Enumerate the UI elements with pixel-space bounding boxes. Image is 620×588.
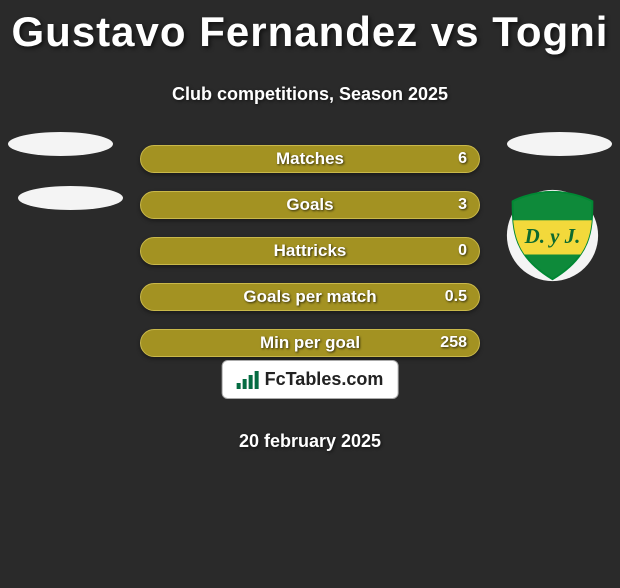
page-title: Gustavo Fernandez vs Togni [0,8,620,56]
stat-row: Goals per match 0.5 [140,283,480,311]
stat-label: Goals per match [141,287,479,307]
player-left-club-placeholder [18,186,123,210]
stat-row: Min per goal 258 [140,329,480,357]
player-right-photo-placeholder [507,132,612,156]
stat-row: Matches 6 [140,145,480,173]
stat-label: Hattricks [141,241,479,261]
stat-row: Hattricks 0 [140,237,480,265]
stat-right-value: 258 [440,334,467,352]
stat-right-value: 0 [458,242,467,260]
brand-badge[interactable]: FcTables.com [222,360,399,399]
stat-label: Min per goal [141,333,479,353]
stat-label: Matches [141,149,479,169]
stat-row: Goals 3 [140,191,480,219]
date-text: 20 february 2025 [0,431,620,452]
stat-right-value: 6 [458,150,467,168]
subtitle: Club competitions, Season 2025 [0,84,620,105]
stats-container: Matches 6 Goals 3 Hattricks 0 Goals per … [140,145,480,357]
club-crest-icon: D. y J. [505,188,600,283]
stat-label: Goals [141,195,479,215]
player-left-photo-placeholder [8,132,113,156]
svg-text:D. y J.: D. y J. [524,224,581,248]
brand-chart-icon [237,371,259,389]
stat-right-value: 0.5 [445,288,467,306]
stat-right-value: 3 [458,196,467,214]
brand-text: FcTables.com [265,369,384,390]
